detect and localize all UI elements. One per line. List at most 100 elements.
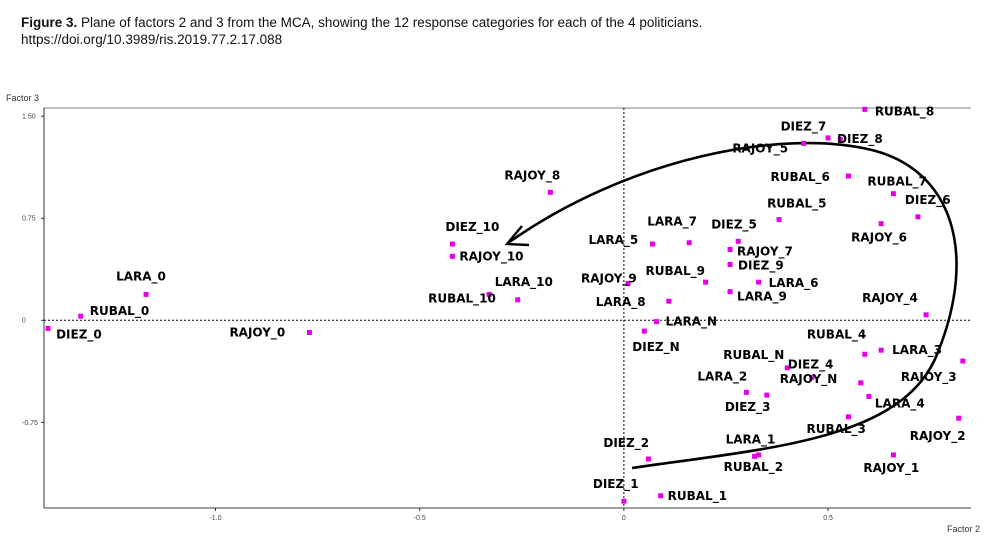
point-diez-0 <box>45 325 51 331</box>
point-label-diez-3: DIEZ_3 <box>725 400 771 415</box>
point-label-lara-n: LARA_N <box>666 315 718 330</box>
point-rajoy-6 <box>878 221 884 227</box>
point-rubal-10 <box>486 291 492 297</box>
y-axis-title: Factor 3 <box>6 93 39 103</box>
point-label-diez-0: DIEZ_0 <box>56 327 102 342</box>
point-label-rubal-8: RUBAL_8 <box>875 104 934 119</box>
point-rajoy-2 <box>956 415 962 421</box>
point-label-rajoy-10: RAJOY_10 <box>459 249 523 264</box>
x-tick-label-1: -0.5 <box>414 515 426 522</box>
point-rubal-8 <box>862 106 868 112</box>
point-lara-1 <box>752 453 758 459</box>
point-label-rubal-2: RUBAL_2 <box>724 460 783 475</box>
point-label-lara-10: LARA_10 <box>495 275 553 290</box>
point-lara-2 <box>743 389 749 395</box>
point-label-lara-3: LARA_3 <box>892 343 942 358</box>
ticks-layer: -1.0 -0.5 0 0.5 1.50 0.75 0 -0.75 <box>22 114 833 522</box>
x-axis-title: Factor 2 <box>947 524 980 534</box>
point-label-rubal-10: RUBAL_10 <box>428 291 496 306</box>
point-diez-1 <box>621 498 627 504</box>
point-label-rajoy-0: RAJOY_0 <box>229 325 285 340</box>
point-diez-7 <box>801 140 807 146</box>
x-tick-label-0: -1.0 <box>209 515 221 522</box>
point-label-rubal-0: RUBAL_0 <box>90 304 149 319</box>
point-label-rubal-1: RUBAL_1 <box>668 489 727 504</box>
point-lara-6 <box>756 279 762 285</box>
point-label-rajoy-7: RAJOY_7 <box>737 244 793 259</box>
point-lara-n <box>654 319 660 325</box>
point-diez-9 <box>727 261 733 267</box>
figure-caption-text: Plane of factors 2 and 3 from the MCA, s… <box>81 15 703 30</box>
point-lara-7 <box>686 240 692 246</box>
point-rajoy-n <box>858 380 864 386</box>
point-diez-6 <box>915 214 921 220</box>
point-lara-5 <box>649 241 655 247</box>
point-rajoy-5 <box>837 136 843 142</box>
point-label-rajoy-4: RAJOY_4 <box>862 291 918 306</box>
point-label-rajoy-3: RAJOY_3 <box>901 370 957 385</box>
point-rubal-4 <box>862 351 868 357</box>
point-label-diez-10: DIEZ_10 <box>445 220 499 235</box>
point-rubal-n <box>784 365 790 371</box>
point-label-lara-4: LARA_4 <box>875 396 925 411</box>
point-diez-8 <box>825 135 831 141</box>
point-label-lara-2: LARA_2 <box>697 369 747 384</box>
point-rubal-3 <box>845 414 851 420</box>
point-rajoy-10 <box>449 253 455 259</box>
point-label-lara-6: LARA_6 <box>769 276 819 291</box>
point-lara-9 <box>727 289 733 295</box>
point-label-diez-9: DIEZ_9 <box>738 258 784 273</box>
point-rubal-2 <box>756 452 762 458</box>
y-tick-label-3: -0.75 <box>22 420 38 427</box>
point-label-diez-n: DIEZ_N <box>632 340 679 355</box>
point-label-lara-5: LARA_5 <box>588 233 638 248</box>
labels-layer: LARA_0 RUBAL_0 DIEZ_0 RAJOY_0 RAJOY_8 DIEZ_10… <box>56 104 965 503</box>
point-rajoy-8 <box>547 189 553 195</box>
arrow-layer <box>504 141 958 470</box>
point-label-rajoy-1: RAJOY_1 <box>863 461 919 476</box>
point-label-rubal-6: RUBAL_6 <box>770 170 829 185</box>
point-label-rubal-5: RUBAL_5 <box>767 197 826 212</box>
point-lara-4 <box>866 393 872 399</box>
point-label-rubal-n: RUBAL_N <box>723 348 784 363</box>
point-rajoy-1 <box>890 452 896 458</box>
point-rajoy-3 <box>960 358 966 364</box>
point-label-diez-2: DIEZ_2 <box>603 436 649 451</box>
point-rajoy-0 <box>306 329 312 335</box>
point-label-lara-8: LARA_8 <box>596 295 646 310</box>
figure-label: Figure 3. <box>21 15 78 30</box>
point-label-diez-5: DIEZ_5 <box>711 217 757 232</box>
point-diez-10 <box>449 241 455 247</box>
point-label-lara-1: LARA_1 <box>726 432 776 447</box>
point-label-rubal-9: RUBAL_9 <box>646 264 705 279</box>
points-layer <box>45 106 966 504</box>
point-label-rubal-4: RUBAL_4 <box>807 327 866 342</box>
figure-caption: Figure 3. Plane of factors 2 and 3 from … <box>21 14 971 48</box>
point-rubal-9 <box>703 279 709 285</box>
point-rubal-0 <box>78 313 84 319</box>
point-label-lara-9: LARA_9 <box>737 290 787 305</box>
point-rajoy-4 <box>923 312 929 318</box>
point-diez-2 <box>645 456 651 462</box>
point-lara-0 <box>143 291 149 297</box>
point-rajoy-7 <box>727 246 733 252</box>
point-label-rajoy-8: RAJOY_8 <box>504 168 560 183</box>
point-label-rubal-3: RUBAL_3 <box>806 422 865 437</box>
x-tick-label-3: 0.5 <box>823 515 833 522</box>
point-label-diez-7: DIEZ_7 <box>781 119 827 134</box>
point-label-rubal-7: RUBAL_7 <box>867 175 926 190</box>
point-label-rajoy-2: RAJOY_2 <box>910 429 966 444</box>
point-label-diez-8: DIEZ_8 <box>837 132 883 147</box>
y-tick-label-0: 1.50 <box>22 114 36 121</box>
point-lara-3 <box>878 347 884 353</box>
point-rubal-1 <box>658 493 664 499</box>
y-tick-label-1: 0.75 <box>22 216 36 223</box>
point-label-diez-1: DIEZ_1 <box>593 477 639 492</box>
point-label-diez-6: DIEZ_6 <box>905 193 951 208</box>
point-label-rajoy-5: RAJOY_5 <box>732 141 788 156</box>
point-diez-n <box>641 328 647 334</box>
point-lara-8 <box>666 298 672 304</box>
point-label-lara-0: LARA_0 <box>116 269 166 284</box>
point-diez-4 <box>809 374 815 380</box>
point-label-rajoy-n: RAJOY_N <box>780 372 838 387</box>
